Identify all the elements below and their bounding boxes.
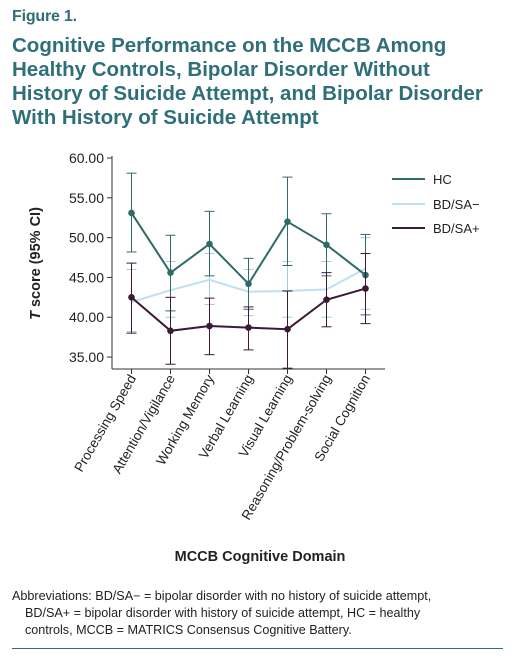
y-tick-label: 45.00 bbox=[69, 269, 104, 285]
data-point bbox=[284, 218, 291, 225]
data-point bbox=[167, 327, 174, 335]
data-point bbox=[167, 269, 174, 276]
data-point bbox=[323, 241, 330, 249]
data-point bbox=[245, 324, 252, 331]
figure-title: Cognitive Performance on the MCCB Among … bbox=[12, 34, 507, 130]
x-axis-label: MCCB Cognitive Domain bbox=[175, 549, 346, 565]
data-point bbox=[323, 296, 330, 304]
figure-title-line: With History of Suicide Attempt bbox=[12, 106, 319, 129]
y-axis-label: T score (95% CI) bbox=[28, 207, 44, 320]
data-point bbox=[245, 280, 252, 288]
figure-label: Figure 1. bbox=[12, 8, 77, 25]
abbreviations-footnote: Abbreviations: BD/SA− = bipolar disorder… bbox=[12, 588, 507, 639]
figure-title-line: Healthy Controls, Bipolar Disorder Witho… bbox=[12, 58, 430, 81]
line-chart: 35.0040.0045.0050.0055.0060.00Processing… bbox=[28, 150, 480, 565]
legend-label: BD/SA− bbox=[433, 197, 480, 212]
legend-label: BD/SA+ bbox=[433, 221, 480, 236]
y-tick-label: 50.00 bbox=[69, 230, 104, 246]
legend-label: HC bbox=[433, 172, 452, 187]
data-point bbox=[206, 322, 213, 330]
figure-title-line: History of Suicide Attempt, and Bipolar … bbox=[12, 82, 483, 105]
y-tick-label: 40.00 bbox=[69, 309, 104, 325]
footnote-line: Abbreviations: BD/SA− = bipolar disorder… bbox=[12, 589, 432, 603]
footnote-line: controls, MCCB = MATRICS Consensus Cogni… bbox=[25, 623, 352, 637]
data-point bbox=[362, 285, 369, 292]
y-tick-label: 60.00 bbox=[69, 150, 104, 166]
bottom-rule bbox=[12, 648, 503, 649]
data-point bbox=[128, 209, 135, 217]
y-tick-label: 55.00 bbox=[69, 190, 104, 206]
y-tick-label: 35.00 bbox=[69, 349, 104, 365]
data-point bbox=[284, 325, 291, 333]
footnote-line: BD/SA+ = bipolar disorder with history o… bbox=[25, 606, 421, 620]
figure-title-line: Cognitive Performance on the MCCB Among bbox=[12, 34, 447, 57]
data-point bbox=[128, 294, 135, 301]
data-point bbox=[206, 240, 213, 248]
